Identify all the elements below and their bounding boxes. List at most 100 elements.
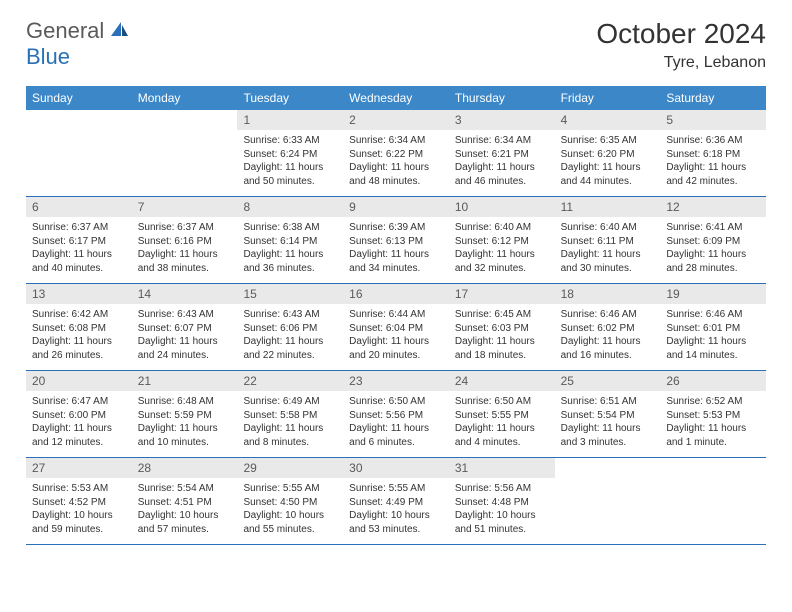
- daylight-text: Daylight: 11 hours and 46 minutes.: [455, 161, 549, 188]
- sunrise-text: Sunrise: 6:50 AM: [349, 395, 443, 409]
- day-cell: 9Sunrise: 6:39 AMSunset: 6:13 PMDaylight…: [343, 197, 449, 283]
- day-cell: 27Sunrise: 5:53 AMSunset: 4:52 PMDayligh…: [26, 458, 132, 544]
- day-details: Sunrise: 6:44 AMSunset: 6:04 PMDaylight:…: [343, 304, 449, 370]
- day-cell: 10Sunrise: 6:40 AMSunset: 6:12 PMDayligh…: [449, 197, 555, 283]
- day-number: 13: [26, 284, 132, 304]
- sunset-text: Sunset: 6:21 PM: [455, 148, 549, 162]
- day-number: 5: [660, 110, 766, 130]
- day-number: 24: [449, 371, 555, 391]
- weekday-header-row: Sunday Monday Tuesday Wednesday Thursday…: [26, 86, 766, 110]
- day-number: 20: [26, 371, 132, 391]
- day-details: Sunrise: 6:34 AMSunset: 6:22 PMDaylight:…: [343, 130, 449, 196]
- day-cell: 31Sunrise: 5:56 AMSunset: 4:48 PMDayligh…: [449, 458, 555, 544]
- day-number: 26: [660, 371, 766, 391]
- day-cell: 2Sunrise: 6:34 AMSunset: 6:22 PMDaylight…: [343, 110, 449, 196]
- daylight-text: Daylight: 10 hours and 59 minutes.: [32, 509, 126, 536]
- day-cell: 7Sunrise: 6:37 AMSunset: 6:16 PMDaylight…: [132, 197, 238, 283]
- sunrise-text: Sunrise: 6:45 AM: [455, 308, 549, 322]
- day-cell: 21Sunrise: 6:48 AMSunset: 5:59 PMDayligh…: [132, 371, 238, 457]
- weekday-header: Friday: [555, 86, 661, 110]
- daylight-text: Daylight: 11 hours and 38 minutes.: [138, 248, 232, 275]
- logo-part1: General: [26, 18, 104, 43]
- sunset-text: Sunset: 6:06 PM: [243, 322, 337, 336]
- day-details: Sunrise: 6:49 AMSunset: 5:58 PMDaylight:…: [237, 391, 343, 457]
- day-details: Sunrise: 6:50 AMSunset: 5:55 PMDaylight:…: [449, 391, 555, 457]
- sunrise-text: Sunrise: 6:50 AM: [455, 395, 549, 409]
- daylight-text: Daylight: 11 hours and 8 minutes.: [243, 422, 337, 449]
- location-label: Tyre, Lebanon: [596, 54, 766, 72]
- day-number: 15: [237, 284, 343, 304]
- sunset-text: Sunset: 5:56 PM: [349, 409, 443, 423]
- sunset-text: Sunset: 6:17 PM: [32, 235, 126, 249]
- week-row: 1Sunrise: 6:33 AMSunset: 6:24 PMDaylight…: [26, 110, 766, 197]
- sunrise-text: Sunrise: 6:37 AM: [138, 221, 232, 235]
- day-number: 3: [449, 110, 555, 130]
- logo-part2: Blue: [26, 44, 70, 69]
- day-cell: 14Sunrise: 6:43 AMSunset: 6:07 PMDayligh…: [132, 284, 238, 370]
- weekday-header: Wednesday: [343, 86, 449, 110]
- day-number: 21: [132, 371, 238, 391]
- weekday-header: Thursday: [449, 86, 555, 110]
- daylight-text: Daylight: 11 hours and 3 minutes.: [561, 422, 655, 449]
- daylight-text: Daylight: 11 hours and 34 minutes.: [349, 248, 443, 275]
- day-cell: 3Sunrise: 6:34 AMSunset: 6:21 PMDaylight…: [449, 110, 555, 196]
- sunset-text: Sunset: 6:07 PM: [138, 322, 232, 336]
- day-details: Sunrise: 5:53 AMSunset: 4:52 PMDaylight:…: [26, 478, 132, 544]
- day-cell: 30Sunrise: 5:55 AMSunset: 4:49 PMDayligh…: [343, 458, 449, 544]
- weekday-header: Tuesday: [237, 86, 343, 110]
- day-number: 18: [555, 284, 661, 304]
- day-details: Sunrise: 6:47 AMSunset: 6:00 PMDaylight:…: [26, 391, 132, 457]
- daylight-text: Daylight: 11 hours and 22 minutes.: [243, 335, 337, 362]
- day-cell: [555, 458, 661, 544]
- day-number: 17: [449, 284, 555, 304]
- day-number: 27: [26, 458, 132, 478]
- sunrise-text: Sunrise: 6:46 AM: [561, 308, 655, 322]
- sunset-text: Sunset: 4:50 PM: [243, 496, 337, 510]
- daylight-text: Daylight: 11 hours and 50 minutes.: [243, 161, 337, 188]
- daylight-text: Daylight: 10 hours and 57 minutes.: [138, 509, 232, 536]
- sunrise-text: Sunrise: 6:34 AM: [349, 134, 443, 148]
- month-title: October 2024: [596, 18, 766, 50]
- day-cell: 26Sunrise: 6:52 AMSunset: 5:53 PMDayligh…: [660, 371, 766, 457]
- day-cell: 23Sunrise: 6:50 AMSunset: 5:56 PMDayligh…: [343, 371, 449, 457]
- day-cell: 5Sunrise: 6:36 AMSunset: 6:18 PMDaylight…: [660, 110, 766, 196]
- sunrise-text: Sunrise: 6:49 AM: [243, 395, 337, 409]
- day-details: Sunrise: 6:51 AMSunset: 5:54 PMDaylight:…: [555, 391, 661, 457]
- day-details: Sunrise: 6:46 AMSunset: 6:01 PMDaylight:…: [660, 304, 766, 370]
- weeks-container: 1Sunrise: 6:33 AMSunset: 6:24 PMDaylight…: [26, 110, 766, 545]
- sunset-text: Sunset: 6:11 PM: [561, 235, 655, 249]
- day-number: 19: [660, 284, 766, 304]
- page-header: General Blue October 2024 Tyre, Lebanon: [26, 18, 766, 72]
- sunset-text: Sunset: 4:48 PM: [455, 496, 549, 510]
- week-row: 6Sunrise: 6:37 AMSunset: 6:17 PMDaylight…: [26, 197, 766, 284]
- day-number: 10: [449, 197, 555, 217]
- sunrise-text: Sunrise: 6:42 AM: [32, 308, 126, 322]
- day-number: 31: [449, 458, 555, 478]
- sunrise-text: Sunrise: 6:43 AM: [243, 308, 337, 322]
- sunset-text: Sunset: 6:03 PM: [455, 322, 549, 336]
- day-number: 14: [132, 284, 238, 304]
- day-cell: 17Sunrise: 6:45 AMSunset: 6:03 PMDayligh…: [449, 284, 555, 370]
- sunset-text: Sunset: 6:00 PM: [32, 409, 126, 423]
- day-number: 6: [26, 197, 132, 217]
- sunrise-text: Sunrise: 6:44 AM: [349, 308, 443, 322]
- day-cell: 11Sunrise: 6:40 AMSunset: 6:11 PMDayligh…: [555, 197, 661, 283]
- day-cell: 12Sunrise: 6:41 AMSunset: 6:09 PMDayligh…: [660, 197, 766, 283]
- sunrise-text: Sunrise: 6:46 AM: [666, 308, 760, 322]
- daylight-text: Daylight: 11 hours and 40 minutes.: [32, 248, 126, 275]
- sunrise-text: Sunrise: 6:39 AM: [349, 221, 443, 235]
- day-cell: [132, 110, 238, 196]
- day-number: 2: [343, 110, 449, 130]
- day-details: Sunrise: 6:50 AMSunset: 5:56 PMDaylight:…: [343, 391, 449, 457]
- sunrise-text: Sunrise: 6:35 AM: [561, 134, 655, 148]
- day-details: Sunrise: 6:46 AMSunset: 6:02 PMDaylight:…: [555, 304, 661, 370]
- day-details: Sunrise: 6:45 AMSunset: 6:03 PMDaylight:…: [449, 304, 555, 370]
- daylight-text: Daylight: 11 hours and 1 minute.: [666, 422, 760, 449]
- sail-icon: [111, 22, 129, 43]
- daylight-text: Daylight: 11 hours and 14 minutes.: [666, 335, 760, 362]
- week-row: 27Sunrise: 5:53 AMSunset: 4:52 PMDayligh…: [26, 458, 766, 545]
- day-cell: 15 Sunrise: 6:43 AMSunset: 6:06 PMDayligh…: [237, 284, 343, 370]
- sunset-text: Sunset: 6:18 PM: [666, 148, 760, 162]
- sunrise-text: Sunrise: 6:37 AM: [32, 221, 126, 235]
- day-details: Sunrise: 6:38 AMSunset: 6:14 PMDaylight:…: [237, 217, 343, 283]
